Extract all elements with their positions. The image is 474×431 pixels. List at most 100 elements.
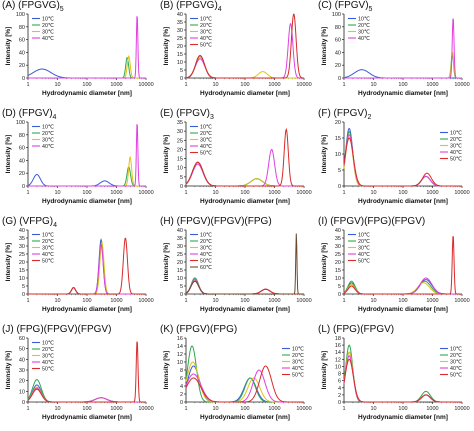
y-tick-label: 35	[19, 236, 25, 242]
legend-label: 50℃	[292, 373, 304, 379]
chart-svg: 0 5 10 15 20 25 30 35 40 1 10 100 1000 10000 Hydrodyna…	[163, 228, 312, 313]
y-tick-label: 5	[22, 284, 25, 290]
chart-svg: 0 5 10 15 20 25 30 35 40 1 10 100 1000 10000 Hydrodyna…	[163, 12, 312, 97]
y-tick-label: 30	[19, 368, 25, 374]
y-tick-label: 100	[16, 12, 25, 18]
y-tick-label: 8	[180, 368, 183, 374]
x-tick-label: 10	[212, 190, 218, 196]
panel-title-main: (D) (FPGV)	[2, 108, 53, 119]
legend-label: 20℃	[42, 23, 54, 29]
legend-label: 40℃	[42, 252, 54, 258]
legend-label: 40℃	[200, 144, 212, 150]
legend: 10℃20℃30℃40℃	[348, 17, 370, 42]
x-tick-label: 1	[184, 82, 187, 88]
panel-title-subscript: 5	[59, 6, 64, 13]
panel-title: (E) (FPGV)3	[160, 108, 214, 121]
series-line-10C	[185, 365, 304, 403]
panel-title-main: (H) (FPGV)(FPGV)(FPG)	[160, 216, 272, 227]
series-line-20C	[343, 344, 462, 403]
x-tick-label: 10000	[454, 190, 469, 196]
series-line-20C	[344, 52, 462, 79]
legend: 10℃20℃30℃40℃50℃	[348, 233, 370, 265]
legend-label: 40℃	[42, 144, 54, 150]
legend-label: 10℃	[200, 233, 212, 239]
x-tick-label: 10000	[296, 406, 311, 412]
y-tick-label: 0	[338, 400, 341, 406]
legend-label: 30℃	[450, 360, 462, 366]
x-tick-label: 100	[398, 190, 407, 196]
x-tick-label: 10	[54, 82, 60, 88]
panel-title: (L) (FPG)(FPGV)	[318, 324, 394, 335]
y-tick-label: 0	[22, 184, 25, 190]
panel-title: (K) (FPGV)(FPG)	[160, 324, 237, 335]
panel-title-main: (K) (FPGV)(FPG)	[160, 324, 238, 335]
x-tick-label: 100	[240, 190, 249, 196]
y-tick-label: 35	[177, 120, 183, 126]
x-tick-label: 1000	[110, 190, 122, 196]
x-tick-label: 1000	[426, 190, 438, 196]
series-line-10C	[27, 68, 146, 79]
panel-title-subscript: 4	[52, 114, 57, 121]
y-tick-label: 14	[177, 344, 183, 350]
panel-title-main: (L) (FPG)(FPGV)	[318, 324, 395, 335]
chart-panel-h: (H) (FPGV)(FPGV)(FPG) 0 5 10 15 20 25 30 35 40 1 10…	[158, 216, 312, 322]
y-tick-label: 40	[19, 50, 25, 56]
y-tick-label: 80	[335, 25, 341, 31]
x-axis-label: Hydrodynamic diameter [nm]	[200, 306, 290, 313]
x-tick-label: 10000	[296, 190, 311, 196]
x-tick-label: 10000	[138, 406, 153, 412]
y-tick-label: 4	[180, 384, 183, 390]
series-line-50C	[185, 280, 304, 295]
y-tick-label: 5	[338, 284, 341, 290]
x-tick-label: 1000	[110, 406, 122, 412]
panel-title-subscript: 4	[53, 222, 58, 229]
legend-label: 40℃	[42, 360, 54, 366]
series-line-30C	[343, 134, 462, 187]
x-tick-label: 1000	[268, 82, 280, 88]
x-axis-label: Hydrodynamic diameter [nm]	[358, 90, 448, 97]
legend-label: 20℃	[42, 239, 54, 245]
y-tick-label: 12	[335, 357, 341, 363]
y-tick-label: 6	[338, 379, 341, 385]
y-tick-label: 5	[180, 68, 183, 74]
x-tick-label: 1	[184, 190, 187, 196]
y-axis-label: Intensity [%]	[321, 135, 328, 174]
x-tick-label: 1	[184, 298, 187, 304]
chart-panel-c: (C) (FPGV)5 0 20 40 60 80 100 1 10 100 1000 10000 Hy…	[316, 0, 470, 106]
series-line-10C	[343, 279, 462, 295]
y-tick-label: 0	[180, 76, 183, 82]
panel-title: (A) (FPGVG)5	[2, 0, 64, 13]
legend-label: 30℃	[450, 144, 462, 150]
legend: 10℃20℃30℃40℃50℃	[190, 125, 212, 157]
y-tick-label: 8	[338, 372, 341, 378]
y-tick-label: 20	[335, 260, 341, 266]
chart-panel-b: (B) (FPGVG)4 0 5 10 15 20 25 30 35 40 1 10 100 1000 10…	[158, 0, 312, 106]
x-axis-label: Hydrodynamic diameter [nm]	[358, 198, 448, 205]
y-tick-label: 20	[19, 171, 25, 177]
y-tick-label: 6	[180, 376, 183, 382]
legend-label: 50℃	[450, 373, 462, 379]
y-tick-label: 18	[335, 336, 341, 342]
series-line-50C	[343, 137, 462, 187]
series-line-40C	[28, 16, 146, 79]
legend-label: 30℃	[42, 354, 54, 360]
x-tick-label: 10000	[454, 406, 469, 412]
series-line-50C	[343, 358, 462, 403]
legend-label: 30℃	[42, 246, 54, 252]
legend-label: 10℃	[42, 125, 54, 131]
series-line-20C	[28, 57, 146, 79]
y-tick-label: 25	[177, 252, 183, 258]
legend-label: 30℃	[358, 30, 370, 36]
x-tick-label: 10000	[454, 82, 469, 88]
legend-label: 20℃	[42, 131, 54, 137]
panel-title-main: (J) (FPG)(FPGV)(FPGV)	[2, 324, 112, 335]
x-axis-label: Hydrodynamic diameter [nm]	[42, 90, 132, 97]
x-axis-label: Hydrodynamic diameter [nm]	[42, 198, 132, 205]
legend-label: 20℃	[358, 23, 370, 29]
series-line-60C	[185, 233, 304, 295]
x-tick-label: 100	[82, 190, 91, 196]
legend-label: 20℃	[292, 353, 304, 359]
x-tick-label: 1000	[426, 298, 438, 304]
y-tick-label: 40	[19, 228, 25, 234]
y-tick-label: 5	[180, 175, 183, 181]
